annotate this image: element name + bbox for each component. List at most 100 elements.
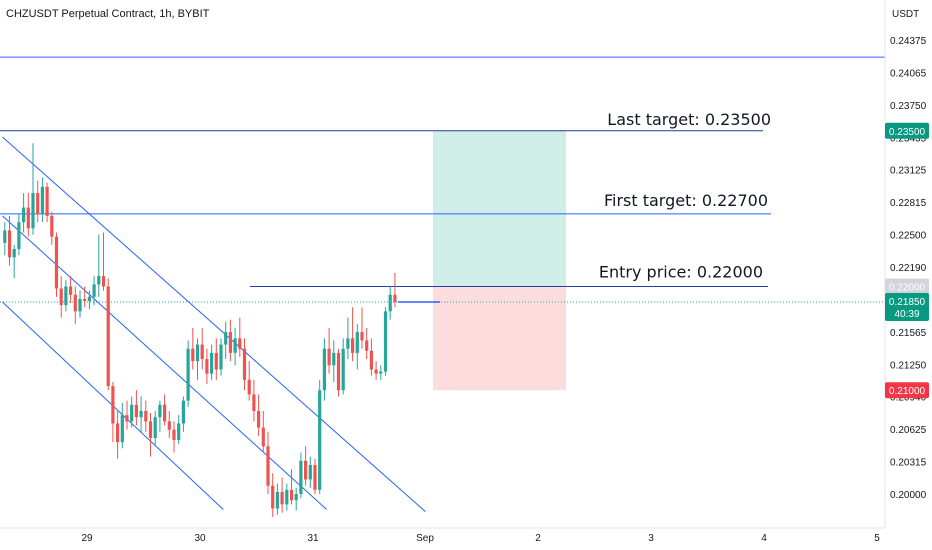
candle-body [134,404,138,418]
candle-body [200,344,204,360]
price-tick-label: 0.24065 [890,68,927,79]
candle-body [346,338,350,349]
loss-zone [433,286,566,391]
candle-body [360,332,364,341]
candle-body [177,423,181,441]
candle-body [280,491,284,505]
entry-tag-text: 0.22000 [889,282,926,293]
candle-body [167,421,171,430]
price-tick-label: 0.21250 [890,360,927,371]
price-axis: 0.243750.240650.237500.234350.231250.228… [890,36,927,501]
candle-body [3,230,7,243]
candle-body [36,193,40,214]
channel-line-a [2,136,426,513]
candle-body [332,352,336,366]
candle-body [374,369,378,374]
annotations: Last target: 0.23500 First target: 0.2270… [599,110,771,282]
candle-body [313,464,317,490]
time-tick-label: 5 [874,533,880,544]
candle-body [388,294,392,312]
candle-body [304,460,308,480]
horizontal-levels [0,56,885,303]
candle-body [12,249,16,258]
candle-body [351,338,355,353]
candle-body [247,379,251,395]
first-target-label: First target: 0.22700 [604,191,768,210]
candle-body [393,294,397,303]
candle-body [17,222,21,250]
price-tick-label: 0.20000 [890,490,927,501]
candle-body [97,276,101,285]
candle-body [130,404,134,422]
currency-label: USDT [892,9,919,20]
time-tick-label: 31 [307,533,319,544]
candle-body [22,207,26,223]
candle-body [50,215,54,237]
last-target-label: Last target: 0.23500 [607,110,771,129]
time-axis: 29 30 31 Sep 2 3 4 5 [81,533,880,544]
candle-body [294,494,298,501]
candle-body [106,286,110,387]
candle-body [318,390,322,490]
candle-body [144,410,148,422]
target-tag-bg [885,122,929,139]
candle-body [191,348,195,362]
candle-body [257,410,261,428]
position-zones [433,130,566,391]
candle-body [181,400,185,424]
entry-price-label: Entry price: 0.22000 [599,262,763,281]
candle-body [355,332,359,353]
candle-body [87,296,91,301]
time-tick-label: Sep [416,533,434,544]
candles [3,143,440,517]
candle-body [83,298,87,301]
last-price-tag-text: 0.21850 [889,297,926,308]
candle-body [336,352,341,391]
candle-body [172,429,176,441]
candle-body [78,298,82,312]
time-tick-label: 2 [535,533,541,544]
candle-body [59,288,63,306]
price-tick-label: 0.24375 [890,36,927,47]
candle-body [327,348,331,366]
candle-body [383,311,388,372]
candle-body [148,421,153,438]
candle-body [163,404,167,422]
price-tick-label: 0.22190 [890,263,927,274]
candle-body [252,394,256,411]
candle-body [275,491,279,509]
candle-body [31,193,35,229]
candle-body [308,464,312,480]
candle-body [224,332,228,345]
candle-body [101,276,106,287]
profit-zone [433,130,566,287]
time-tick-label: 29 [81,533,93,544]
candle-body [379,371,383,374]
time-tick-label: 30 [194,533,206,544]
candle-body [271,485,275,509]
candle-body [210,352,214,374]
target-tag-text: 0.23500 [889,127,926,138]
countdown-text: 40:39 [894,309,919,320]
price-tick-label: 0.22500 [890,231,927,242]
price-tick-label: 0.23125 [890,166,927,177]
candle-body [54,236,59,289]
price-tick-label: 0.22815 [890,198,927,209]
candle-body [186,348,190,401]
stop-tag-bg [885,382,929,399]
candle-body [369,350,373,370]
candle-body [214,352,218,370]
price-tick-label: 0.23750 [890,101,927,112]
candle-body [69,286,73,295]
candle-body [266,446,270,486]
candle-body [139,410,143,418]
candle-body [238,338,242,349]
candle-body [242,348,247,380]
stop-tag-text: 0.21000 [889,386,926,397]
candle-body [299,460,303,494]
time-tick-label: 4 [761,533,767,544]
price-tick-label: 0.20315 [890,458,927,469]
candle-body [233,338,237,353]
